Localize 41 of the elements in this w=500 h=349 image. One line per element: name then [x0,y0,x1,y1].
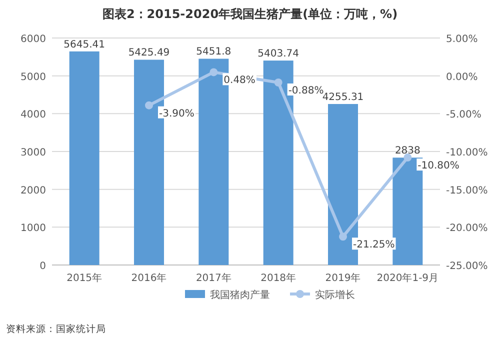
y2-tick-label: -10.00% [446,148,488,158]
x-tick-label: 2020年1-9月 [376,272,439,284]
point [339,232,347,241]
bar [69,51,100,265]
data-label: 5403.74 [258,48,300,60]
legend-label: 我国猪肉产量 [210,289,270,301]
y-tick-label: 0 [40,261,46,272]
x-tick-label: 2017年 [196,272,232,284]
data-label: 5425.49 [128,48,170,59]
point [210,68,218,76]
y2-tick-label: -5.00% [446,110,482,121]
data-label: -10.80% [418,160,460,172]
data-label: 5645.41 [64,39,106,50]
y-tick-label: 3000 [20,148,46,158]
data-label: 2838 [394,146,420,157]
point [145,101,153,110]
chart-title: 图表2：2015-2020年我国生猪产量(单位：万吨，%) [102,7,398,21]
data-label: 5451.8 [196,46,232,58]
text: 资料来源：国家统计局 [6,323,106,335]
data-label: 0.48% [224,75,256,86]
data-label: -3.90% [159,108,194,120]
y-tick-label: 2000 [20,185,46,196]
point [274,78,282,86]
legend-label: 实际增长 [315,289,355,301]
x-tick-label: 2018年 [260,272,296,284]
x-tick-label: 2016年 [131,272,167,284]
x-tick-label: 2015年 [66,272,102,284]
x-tick-label: 2019年 [325,272,361,284]
y-tick-label: 4000 [20,110,46,121]
y-tick-label: 6000 [20,34,46,45]
y2-tick-label: -20.00% [446,223,488,234]
data-label: 4255.31 [322,92,364,104]
y2-tick-label: 5.00% [446,34,478,45]
data-label: -21.25% [353,240,395,251]
y2-tick-label: 0.00% [446,72,478,83]
y2-tick-label: -15.00% [446,185,488,196]
y-tick-label: 1000 [20,223,46,234]
y2-tick-label: -25.00% [446,261,488,272]
y-tick-label: 5000 [20,72,46,83]
data-label: -0.88% [288,85,324,96]
point [404,154,412,162]
